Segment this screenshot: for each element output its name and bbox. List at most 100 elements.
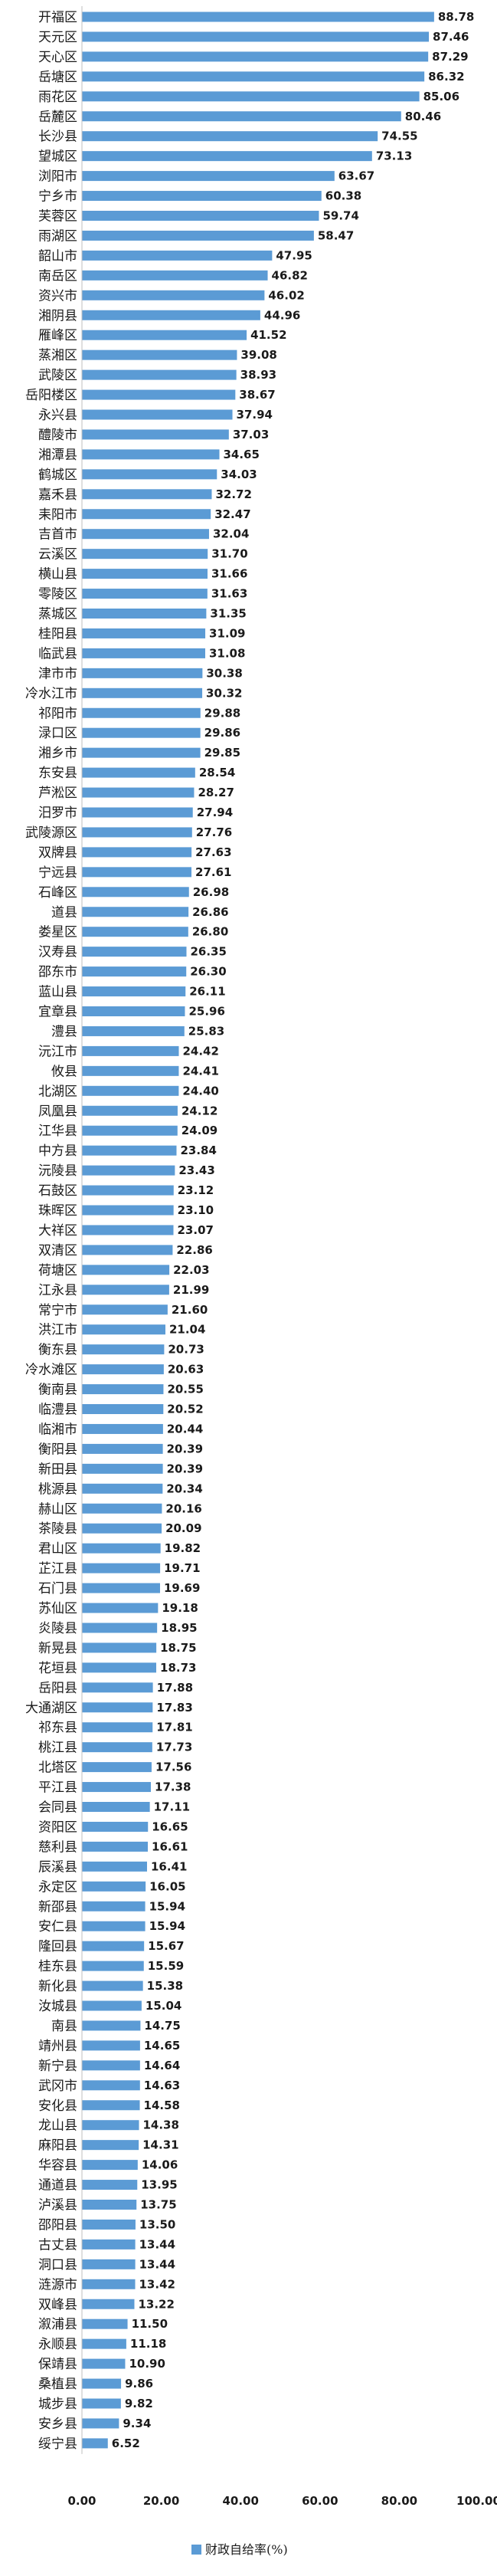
value-label: 24.40 xyxy=(182,1084,218,1098)
bar xyxy=(82,847,192,858)
x-tick-label: 80.00 xyxy=(381,2494,417,2508)
value-label: 74.55 xyxy=(381,130,417,143)
value-label: 18.95 xyxy=(161,1621,197,1635)
category-label: 沅江市 xyxy=(38,1044,77,1059)
bar xyxy=(82,1583,160,1593)
bar xyxy=(82,1085,179,1096)
bar xyxy=(82,349,237,360)
x-tick-label: 0.00 xyxy=(67,2494,96,2508)
category-label: 石峰区 xyxy=(38,885,77,901)
category-label: 湘潭县 xyxy=(38,448,77,463)
category-label: 常宁市 xyxy=(38,1303,77,1318)
bar xyxy=(82,1404,164,1414)
category-label: 临澧县 xyxy=(38,1403,77,1418)
value-label: 14.75 xyxy=(144,2019,180,2033)
bar xyxy=(82,569,208,579)
value-label: 87.46 xyxy=(433,30,469,44)
value-label: 15.94 xyxy=(149,1919,185,1933)
value-label: 14.06 xyxy=(142,2158,178,2172)
category-label: 洞口县 xyxy=(38,2257,77,2272)
bar xyxy=(82,727,201,738)
value-label: 17.73 xyxy=(156,1741,192,1754)
bar xyxy=(82,887,189,897)
value-label: 15.67 xyxy=(148,1939,184,1953)
category-label: 泸溪县 xyxy=(38,2198,77,2213)
value-label: 13.42 xyxy=(139,2277,175,2291)
category-label: 东安县 xyxy=(38,766,77,781)
bar xyxy=(82,2239,136,2249)
value-label: 18.73 xyxy=(160,1661,196,1675)
bar xyxy=(82,131,378,142)
value-label: 27.63 xyxy=(195,845,231,859)
bar xyxy=(82,2438,108,2449)
value-label: 39.08 xyxy=(240,348,276,362)
value-label: 22.86 xyxy=(176,1243,212,1257)
value-label: 14.38 xyxy=(142,2118,178,2132)
value-label: 44.96 xyxy=(264,308,300,322)
category-label: 临武县 xyxy=(38,646,77,661)
category-label: 珠晖区 xyxy=(38,1203,77,1219)
value-label: 23.84 xyxy=(180,1144,216,1157)
category-label: 湘乡市 xyxy=(38,746,77,761)
value-label: 26.11 xyxy=(189,985,225,999)
category-label: 绥宁县 xyxy=(38,2437,77,2452)
bar xyxy=(82,927,188,937)
x-axis: 0.00 20.00 40.00 60.00 80.00 100.00 xyxy=(67,6,497,2508)
value-label: 23.10 xyxy=(178,1203,214,1217)
value-label: 73.13 xyxy=(376,149,412,163)
bar xyxy=(82,1901,146,1911)
bar xyxy=(82,1105,178,1116)
category-label: 冷水江市 xyxy=(25,686,77,701)
value-label: 47.95 xyxy=(276,248,312,262)
value-label: 20.52 xyxy=(167,1403,203,1416)
value-label: 13.44 xyxy=(139,2257,175,2271)
category-label: 资阳区 xyxy=(38,1820,77,1835)
value-label: 38.93 xyxy=(240,368,276,382)
value-label: 41.52 xyxy=(250,328,286,342)
category-label: 南岳区 xyxy=(38,268,77,284)
category-label: 靖州县 xyxy=(38,2039,77,2054)
category-label: 津市市 xyxy=(38,666,77,681)
category-label: 宜章县 xyxy=(38,1005,77,1020)
category-label: 衡南县 xyxy=(38,1383,77,1398)
category-label: 永兴县 xyxy=(38,408,77,423)
bar xyxy=(82,71,425,82)
bar xyxy=(82,111,401,122)
bar xyxy=(82,1821,149,1832)
x-tick-label: 40.00 xyxy=(222,2494,258,2508)
value-label: 31.66 xyxy=(211,567,247,581)
category-label: 石门县 xyxy=(38,1581,77,1596)
category-label: 古丈县 xyxy=(38,2237,77,2253)
bar xyxy=(82,648,205,658)
value-label: 63.67 xyxy=(338,169,374,183)
bar xyxy=(82,171,335,182)
category-label: 长沙县 xyxy=(38,130,77,145)
category-label: 天元区 xyxy=(38,30,77,45)
bar xyxy=(82,2279,136,2289)
bar xyxy=(82,1762,152,1773)
bar xyxy=(82,1802,150,1812)
value-label: 20.16 xyxy=(165,1501,201,1515)
value-label: 13.22 xyxy=(138,2297,174,2311)
category-label: 君山区 xyxy=(38,1541,77,1557)
value-label: 14.64 xyxy=(144,2059,180,2072)
category-label: 醴陵市 xyxy=(38,428,77,443)
bar xyxy=(82,1324,165,1335)
value-label: 46.02 xyxy=(268,288,304,302)
value-label: 21.60 xyxy=(172,1303,208,1317)
category-label: 平江县 xyxy=(38,1780,77,1796)
bar xyxy=(82,1384,164,1395)
value-label: 17.81 xyxy=(156,1721,192,1734)
value-label: 19.71 xyxy=(164,1561,200,1575)
legend-swatch xyxy=(191,2545,201,2555)
bar xyxy=(82,1185,174,1196)
bar xyxy=(82,1065,179,1076)
bar xyxy=(82,2318,128,2329)
bar xyxy=(82,1225,174,1235)
bar xyxy=(82,827,192,838)
category-label: 岳塘区 xyxy=(38,70,77,85)
value-label: 13.75 xyxy=(140,2198,176,2212)
value-label: 20.39 xyxy=(167,1462,203,1475)
value-label: 37.94 xyxy=(237,408,273,422)
value-label: 60.38 xyxy=(325,189,361,203)
